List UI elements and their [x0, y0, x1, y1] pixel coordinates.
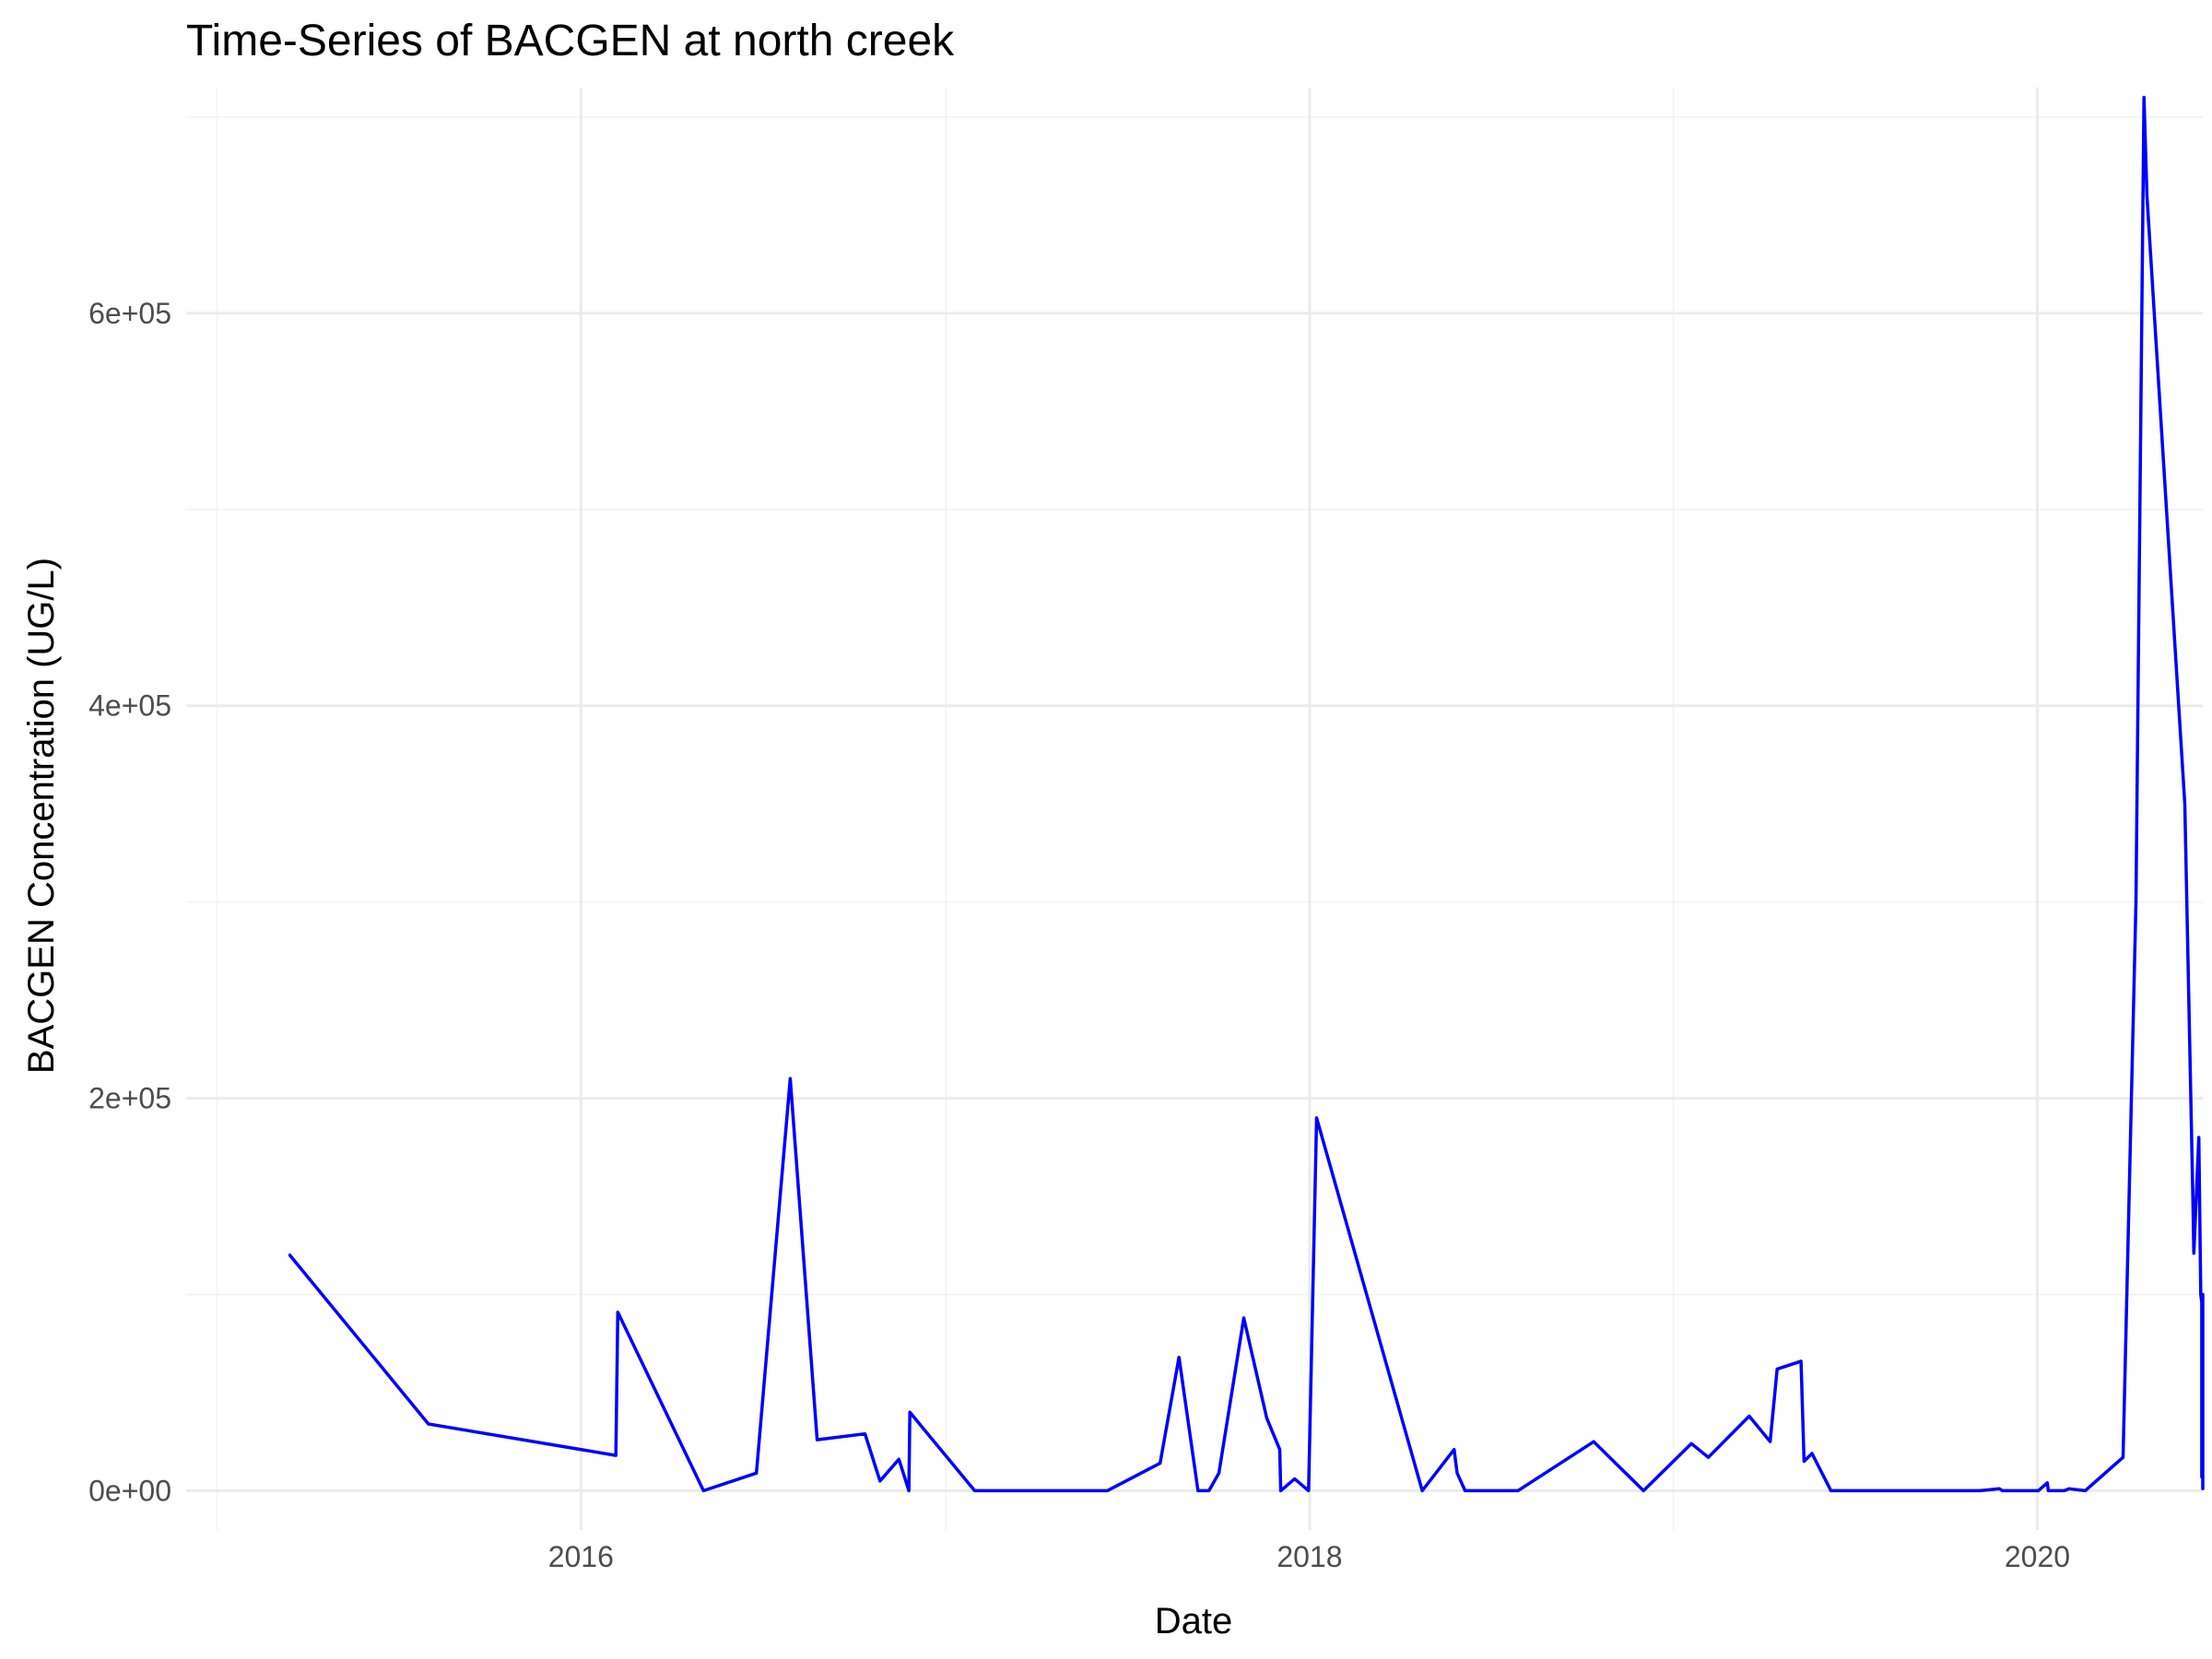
x-tick-label: 2020 — [2005, 1540, 2070, 1573]
y-tick-label: 2e+05 — [88, 1082, 171, 1115]
x-tick-labels: 2016 2018 2020 — [548, 1540, 2070, 1573]
x-axis-title: Date — [1155, 1601, 1233, 1641]
y-tick-label: 0e+00 — [88, 1474, 171, 1507]
minor-gridlines — [186, 88, 2203, 1530]
y-tick-label: 6e+05 — [88, 297, 171, 330]
series-line — [290, 98, 2204, 1491]
x-tick-label: 2018 — [1277, 1540, 1342, 1573]
y-tick-label: 4e+05 — [88, 689, 171, 723]
x-tick-label: 2016 — [548, 1540, 614, 1573]
y-tick-labels: 0e+00 2e+05 4e+05 6e+05 — [88, 297, 171, 1508]
major-gridlines — [186, 88, 2203, 1530]
y-axis-title: BACGEN Concentration (UG/L) — [21, 558, 62, 1074]
chart-title: Time-Series of BACGEN at north creek — [186, 17, 955, 65]
